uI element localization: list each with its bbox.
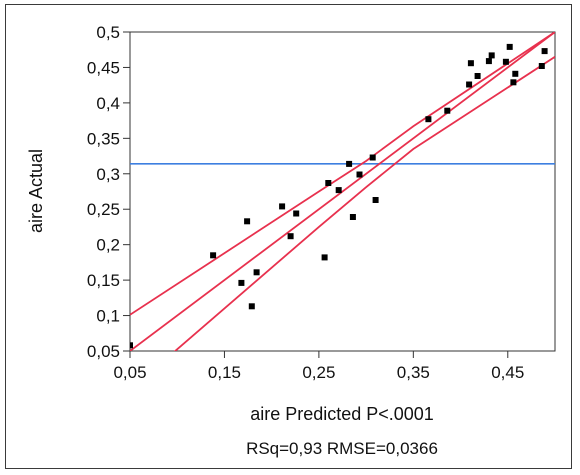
- data-point: [287, 233, 294, 240]
- y-tick-label: 0,2: [96, 236, 120, 255]
- data-point: [210, 252, 217, 259]
- data-point: [356, 171, 363, 178]
- data-point: [474, 73, 481, 79]
- data-point: [485, 58, 492, 65]
- fit-statistics: RSq=0,93 RMSE=0,0366: [246, 439, 438, 458]
- data-point: [335, 187, 342, 194]
- y-tick-label: 0,3: [96, 165, 120, 184]
- data-point: [244, 218, 251, 225]
- x-tick-label: 0,25: [302, 363, 335, 382]
- data-point: [293, 210, 300, 217]
- data-point: [444, 107, 451, 114]
- data-point: [238, 279, 245, 286]
- y-tick-label: 0,35: [87, 129, 120, 148]
- y-tick-label: 0,25: [87, 200, 120, 219]
- confidence-curve-lower: [173, 56, 555, 351]
- data-point: [538, 63, 545, 69]
- x-axis-title: aire Predicted P<.0001: [250, 404, 434, 424]
- y-tick-label: 0,4: [96, 94, 120, 113]
- data-point: [506, 43, 513, 50]
- data-point: [541, 48, 548, 55]
- fit-line: [130, 32, 555, 351]
- data-point: [346, 160, 353, 167]
- y-tick-label: 0,05: [87, 342, 120, 361]
- data-point: [425, 116, 432, 123]
- data-point: [248, 303, 255, 310]
- data-point: [279, 203, 286, 210]
- y-tick-label: 0,45: [87, 58, 120, 77]
- confidence-curve-upper: [130, 32, 555, 316]
- data-point: [512, 70, 519, 77]
- data-point: [466, 81, 473, 88]
- data-point: [325, 180, 332, 186]
- y-tick-label: 0,1: [96, 307, 120, 326]
- data-point: [369, 154, 376, 161]
- data-point: [321, 254, 328, 261]
- data-point: [502, 58, 509, 65]
- x-tick-label: 0,45: [491, 363, 524, 382]
- y-tick-label: 0,5: [96, 23, 120, 42]
- scatter-chart: 0,05 0,15 0,25 0,35 0,45 0,05 0,1 0,15 0,2 0,25 0…: [26, 23, 556, 458]
- data-point: [510, 79, 517, 86]
- data-point: [253, 269, 260, 276]
- x-tick-label: 0,05: [113, 363, 146, 382]
- x-tick-label: 0,15: [208, 363, 241, 382]
- data-point: [349, 214, 356, 220]
- data-point: [130, 342, 133, 349]
- data-point: [488, 52, 495, 59]
- y-axis-title: aire Actual: [26, 149, 46, 233]
- y-tick-label: 0,15: [87, 271, 120, 290]
- data-point: [372, 197, 379, 203]
- chart-frame: 0,05 0,15 0,25 0,35 0,45 0,05 0,1 0,15 0,2 0,25 0…: [5, 4, 572, 469]
- x-tick-label: 0,35: [397, 363, 430, 382]
- data-point: [467, 60, 474, 67]
